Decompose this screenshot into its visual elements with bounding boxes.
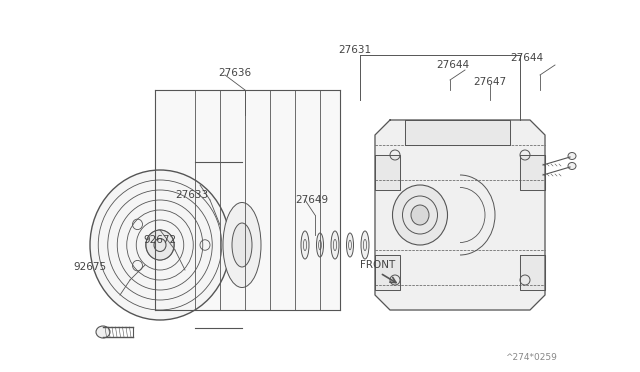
Ellipse shape <box>346 233 353 257</box>
Text: 27644: 27644 <box>436 60 469 70</box>
Ellipse shape <box>146 230 174 260</box>
Ellipse shape <box>223 202 261 288</box>
Polygon shape <box>520 255 545 290</box>
Polygon shape <box>405 120 510 145</box>
Text: ^274*0259: ^274*0259 <box>505 353 557 362</box>
Text: 27649: 27649 <box>295 195 328 205</box>
Polygon shape <box>375 120 545 310</box>
Polygon shape <box>520 155 545 190</box>
Polygon shape <box>375 255 400 290</box>
Ellipse shape <box>90 170 230 320</box>
Ellipse shape <box>392 185 447 245</box>
Polygon shape <box>155 90 340 310</box>
Ellipse shape <box>301 231 309 259</box>
Polygon shape <box>375 155 400 190</box>
Ellipse shape <box>317 233 323 257</box>
Ellipse shape <box>411 205 429 225</box>
Text: 27631: 27631 <box>338 45 371 55</box>
Text: 27644: 27644 <box>510 53 543 63</box>
Text: 27636: 27636 <box>218 68 251 78</box>
Ellipse shape <box>568 153 576 160</box>
Ellipse shape <box>568 163 576 170</box>
Text: 27633: 27633 <box>175 190 208 200</box>
Text: 92672: 92672 <box>143 235 176 245</box>
Text: 27647: 27647 <box>473 77 506 87</box>
Text: 92675: 92675 <box>73 262 106 272</box>
Ellipse shape <box>232 223 252 267</box>
Ellipse shape <box>96 326 110 338</box>
Ellipse shape <box>361 231 369 259</box>
Text: FRONT: FRONT <box>360 260 396 270</box>
Ellipse shape <box>331 231 339 259</box>
